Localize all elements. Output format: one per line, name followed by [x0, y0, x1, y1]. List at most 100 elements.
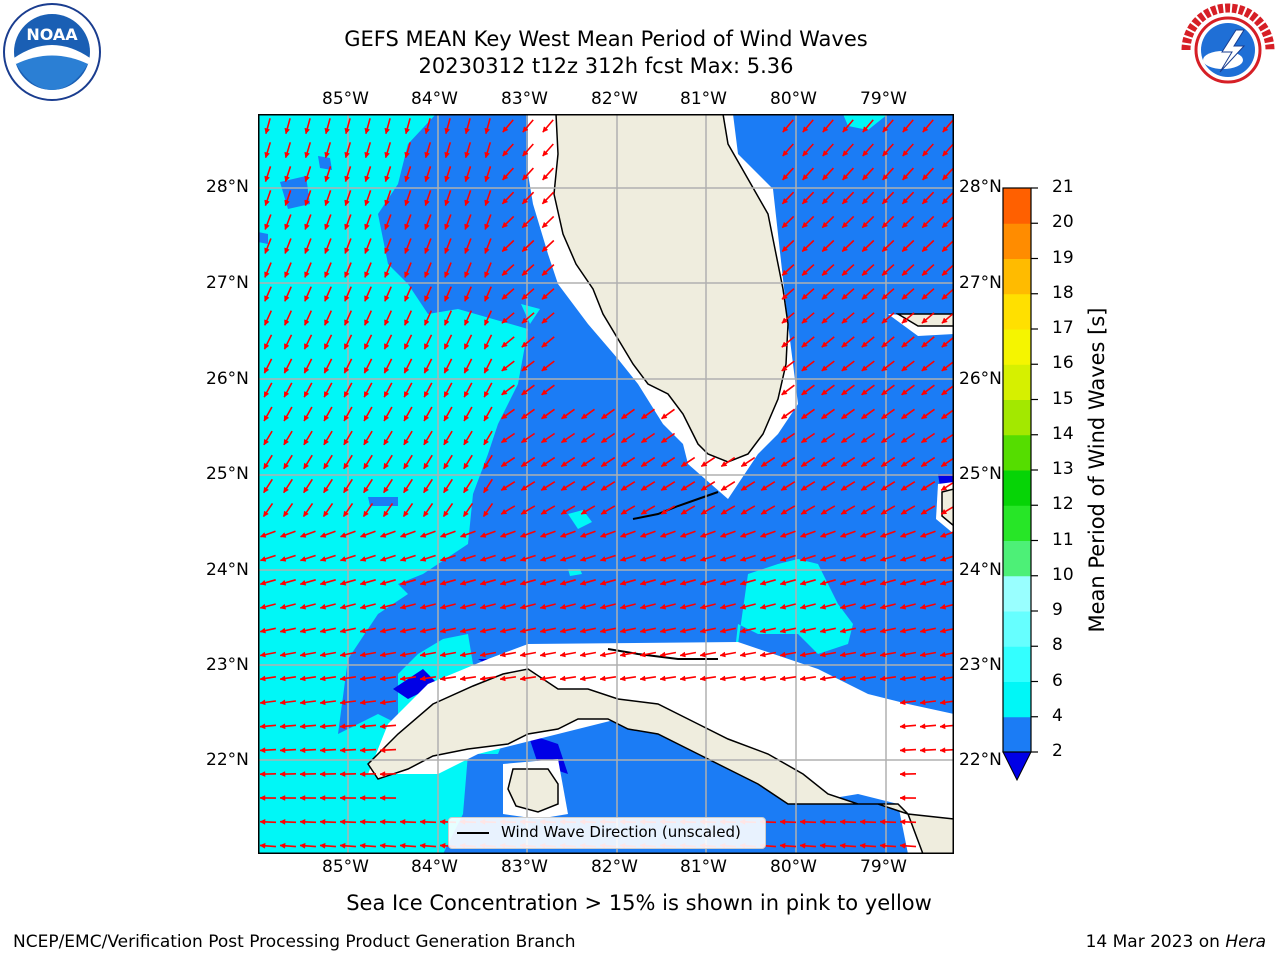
direction-arrowhead: [619, 603, 627, 610]
direction-arrowhead: [464, 343, 470, 350]
direction-arrowhead: [424, 319, 430, 326]
direction-arrowhead: [404, 367, 410, 374]
direction-arrowhead: [940, 437, 948, 443]
direction-arrowhead: [463, 510, 469, 518]
direction-arrowhead: [779, 819, 786, 825]
direction-arrowhead: [424, 247, 430, 255]
direction-arrowhead: [559, 675, 566, 682]
direction-arrowhead: [464, 271, 470, 278]
direction-arrowhead: [899, 579, 907, 586]
direction-arrowhead: [384, 199, 390, 207]
direction-arrowhead: [679, 651, 686, 658]
direction-arrowhead: [919, 651, 926, 658]
direction-arrowhead: [862, 174, 869, 181]
direction-arrowhead: [579, 603, 587, 610]
direction-arrowhead: [840, 508, 848, 515]
direction-arrowhead: [822, 126, 829, 133]
direction-arrowhead: [861, 221, 869, 228]
direction-arrowhead: [483, 462, 490, 470]
direction-arrowhead: [299, 651, 306, 658]
direction-arrowhead: [423, 438, 430, 446]
direction-arrowhead: [841, 389, 848, 396]
direction-arrowhead: [559, 556, 567, 562]
direction-arrowhead: [284, 319, 290, 326]
nws-logo: [1178, 2, 1278, 98]
direction-arrowhead: [463, 414, 470, 422]
direction-arrowhead: [364, 343, 370, 350]
direction-arrowhead: [541, 293, 548, 300]
direction-arrowhead: [780, 485, 788, 491]
direction-arrowhead: [521, 341, 528, 348]
direction-arrowhead: [560, 508, 568, 515]
direction-arrowhead: [324, 319, 330, 326]
direction-arrowhead: [860, 485, 868, 491]
direction-arrowhead: [781, 245, 789, 252]
direction-arrowhead: [820, 485, 828, 491]
direction-arrowhead: [899, 699, 906, 706]
direction-arrowhead: [539, 579, 547, 586]
direction-arrowhead: [419, 532, 427, 538]
direction-arrowhead: [443, 510, 449, 518]
direction-arrowhead: [522, 174, 529, 181]
direction-arrowhead: [619, 627, 626, 634]
direction-arrowhead: [439, 579, 447, 586]
direction-arrowhead: [699, 627, 706, 634]
direction-arrowhead: [881, 341, 888, 348]
direction-arrowhead: [600, 461, 608, 467]
direction-arrowhead: [520, 485, 528, 491]
direction-arrowhead: [659, 579, 667, 586]
direction-arrowhead: [501, 317, 508, 324]
direction-arrowhead: [599, 627, 606, 634]
colorbar-segment: [1003, 540, 1031, 577]
direction-arrowhead: [579, 579, 587, 586]
direction-arrowhead: [379, 723, 386, 730]
direction-arrowhead: [919, 723, 926, 730]
direction-arrowhead: [501, 269, 508, 276]
direction-arrowhead: [861, 293, 868, 300]
direction-arrowhead: [319, 532, 327, 538]
direction-arrowhead: [819, 556, 827, 562]
direction-arrowhead: [359, 819, 366, 825]
direction-arrowhead: [279, 771, 286, 778]
direction-arrowhead: [339, 723, 346, 730]
direction-arrowhead: [384, 151, 390, 159]
direction-arrowhead: [519, 627, 526, 634]
direction-arrowhead: [419, 842, 426, 849]
direction-arrowhead: [259, 651, 266, 658]
direction-arrowhead: [521, 269, 528, 276]
direction-arrowhead: [680, 485, 688, 491]
direction-arrowhead: [659, 532, 667, 538]
direction-arrowhead: [861, 317, 868, 324]
direction-arrowhead: [359, 627, 366, 634]
direction-arrowhead: [439, 532, 447, 538]
direction-arrowhead: [499, 651, 506, 658]
direction-arrowhead: [939, 579, 947, 586]
direction-arrowhead: [922, 174, 929, 181]
direction-arrowhead: [781, 413, 788, 420]
direction-arrowhead: [802, 174, 809, 181]
direction-arrowhead: [621, 413, 628, 420]
direction-arrowhead: [781, 389, 788, 396]
direction-arrowhead: [739, 532, 747, 538]
lat-label-right: 24°N: [959, 560, 1002, 580]
direction-arrowhead: [343, 438, 350, 446]
direction-arrowhead: [521, 389, 528, 396]
colorbar-tick-label: 6: [1052, 670, 1063, 691]
direction-arrowhead: [559, 627, 566, 634]
direction-arrowhead: [379, 699, 386, 706]
direction-arrowhead: [399, 603, 407, 610]
direction-arrowhead: [519, 675, 526, 682]
direction-arrowhead: [842, 126, 849, 133]
direction-arrowhead: [419, 819, 426, 825]
direction-arrowhead: [919, 747, 926, 754]
direction-arrowhead: [679, 627, 686, 634]
direction-arrowhead: [299, 699, 306, 706]
direction-arrowhead: [740, 461, 748, 467]
direction-arrowhead: [319, 771, 326, 778]
direction-arrowhead: [759, 532, 767, 538]
direction-arrowhead: [364, 271, 370, 278]
direction-arrowhead: [499, 627, 506, 634]
direction-arrowhead: [720, 461, 728, 467]
direction-arrowhead: [940, 485, 948, 491]
direction-arrowhead: [839, 819, 846, 825]
